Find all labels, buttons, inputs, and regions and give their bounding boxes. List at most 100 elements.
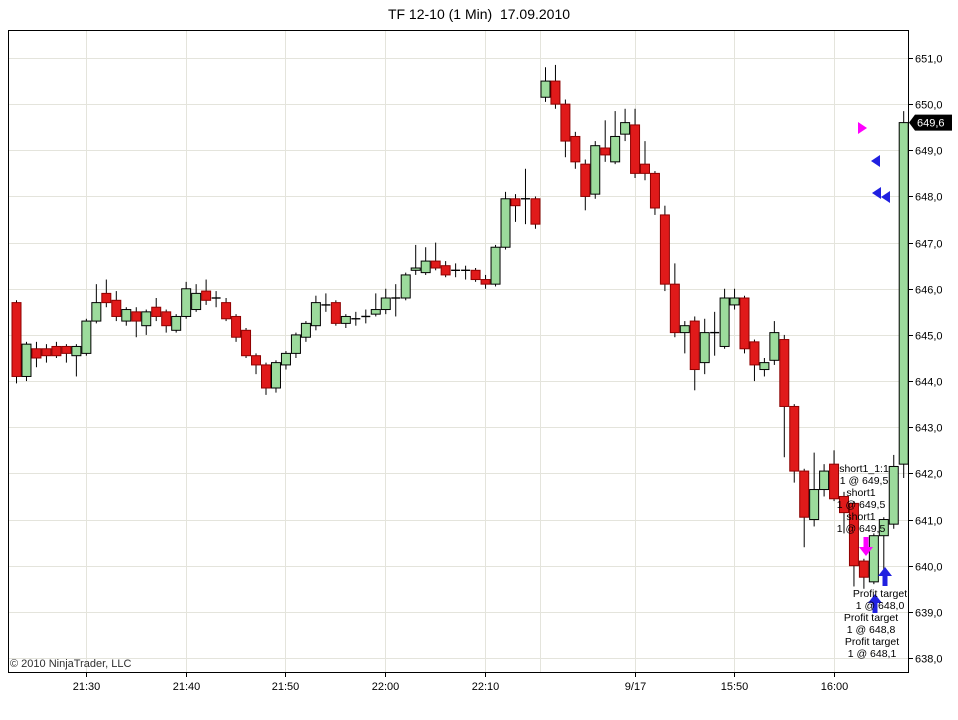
candle-body-up [380,297,391,311]
candle [420,247,431,275]
candle [321,293,331,312]
time-tick-label: 21:40 [173,681,201,693]
copyright-label: © 2010 NinjaTrader, LLC [10,658,132,670]
candle-body-down [848,502,859,567]
candle [11,300,22,384]
candle [799,468,810,548]
candle [659,205,670,292]
candle [391,284,401,317]
candle-body-down [251,355,262,366]
candle-body-down [649,172,660,209]
price-tick-label: 645,0 [915,331,943,343]
candle-body-up [21,343,32,377]
candle [141,309,152,335]
candle-body-down [550,80,561,105]
time-axis[interactable]: 21:30 21:40 21:50 22:00 22:10 9/17 15:50 16:00 [73,672,849,693]
candle [590,141,601,199]
candle [600,120,611,162]
candle [630,108,641,178]
order-label: 1 @ 649,5 [837,499,886,511]
candle [689,316,700,391]
candle [550,64,561,109]
candle [191,284,202,312]
price-tick-label: 643,0 [915,423,943,435]
candle-body-down [580,163,591,197]
candle [440,261,451,278]
candle-body-down [161,311,172,327]
candle-body-up [420,260,431,274]
candle [231,314,242,342]
candle-body-up [181,288,192,317]
candle [300,321,311,342]
price-tick-label: 640,0 [915,562,943,574]
candle-body-down [41,348,52,357]
candle-body-up [809,489,820,521]
candle-body-down [689,320,700,371]
candle-body-up [171,315,182,331]
candle-body-down [241,329,252,357]
price-tick-label: 650,0 [915,100,943,112]
order-label: 1 @ 649,5 [837,523,886,535]
candle-body-down [839,495,849,514]
candle [61,344,72,363]
order-label: Profit target [853,588,907,600]
time-tick-label: 21:30 [73,681,101,693]
candle-body-up [610,135,621,163]
buy-cover-arrow [868,594,882,613]
candle [739,295,750,354]
target-fill-marker [871,155,880,167]
candle-body-down [201,290,212,301]
entry-fill-marker [858,122,867,134]
candle-body-down [829,463,840,500]
current-price-tag: 649,6 [909,114,952,131]
candle [380,288,391,315]
candle [719,288,730,349]
time-tick-label: 22:10 [472,681,500,693]
time-tick-label: 15:50 [721,681,749,693]
candle [340,314,351,328]
candle-body-up [71,345,82,357]
target-fill-marker [872,187,881,199]
candle-body-up [340,315,351,324]
candle-body-down [779,339,790,407]
candle [461,265,471,280]
candle [848,501,859,587]
candle-body-down [739,297,750,350]
candle [710,311,720,356]
candle [51,341,62,358]
candle-body-down [231,315,242,338]
candle-body-up [91,302,102,322]
candle [261,362,271,395]
price-tick-label: 648,0 [915,192,943,204]
candle [101,279,112,308]
candle-body-up [290,334,301,354]
candle [868,533,879,585]
candle-body-down [600,147,611,156]
candle-body-down [31,348,42,359]
candle-body-up [300,322,311,338]
order-label: 1 @ 648,1 [848,648,897,660]
candle [131,307,142,338]
price-tick-label: 642,0 [915,469,943,481]
candle-body-down [858,560,869,578]
candle [679,321,690,354]
candle-body-up [769,332,780,361]
candle-body-down [61,345,72,354]
price-axis[interactable]: 651,0 650,0 649,0 648,0 647,0 646,0 645,0 644,0… [908,54,943,666]
candle-body-up [819,470,830,491]
candle [669,263,680,338]
candle [241,327,252,358]
candle [41,344,52,363]
candle-body-down [510,198,521,207]
candle [759,357,770,377]
candles [11,64,909,589]
candle [610,111,621,165]
time-tick-label: 22:00 [372,681,400,693]
candle [211,291,221,308]
candle [789,404,800,483]
candle [490,244,501,287]
candle-body-down [570,135,581,163]
candle-body-down [430,260,441,269]
